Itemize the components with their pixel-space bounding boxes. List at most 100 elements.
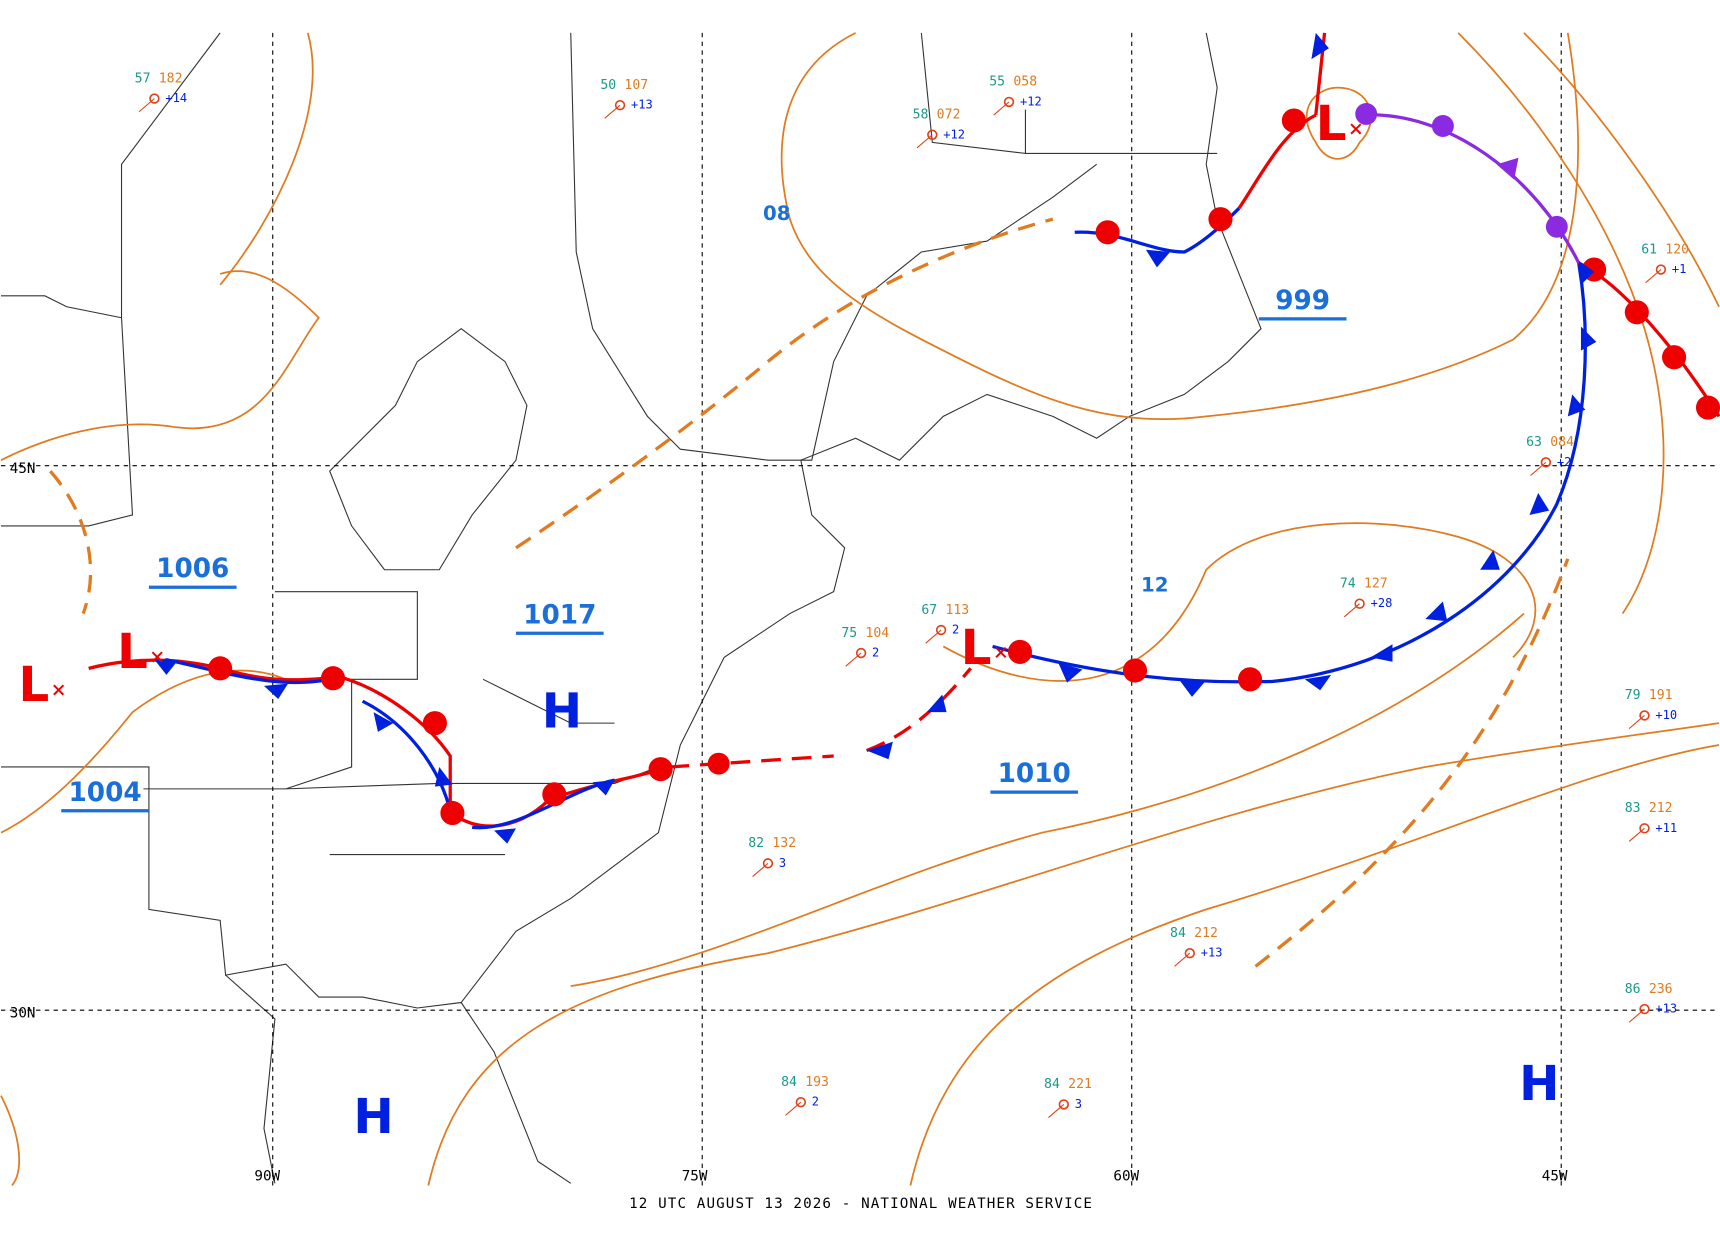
low-center: L [961,620,992,676]
borders [143,32,1218,856]
station-pressure: 236 [1649,982,1673,997]
station-pressure: 212 [1194,926,1218,941]
station-circle [935,624,947,636]
warm-front-symbols [208,108,1720,826]
station: 86 236 +13 [1625,982,1677,1023]
station-pressure: 193 [805,1075,829,1090]
station-pressure: 120 [1665,242,1689,257]
station-pressure: 182 [159,71,183,86]
station-tendency: 3 [1075,1097,1082,1111]
low-marker: × [150,642,165,670]
isobar [219,32,314,286]
low-center: L [117,624,148,680]
isobar [427,722,1720,1186]
wind-barb [1628,827,1645,842]
station-tendency: +28 [1371,596,1393,610]
wind-barb [604,104,621,119]
station-tendency: +2 [1557,455,1572,469]
station-pressure: 084 [1550,435,1574,450]
high-center: H [542,683,582,739]
isobar [780,32,1579,420]
station-tendency: +13 [631,98,653,112]
isobars [0,32,1720,1187]
low-marker: × [1349,114,1364,142]
low-marker: × [994,638,1009,666]
station: 61 120 +1 [1641,242,1689,284]
station-tendency: +14 [165,91,187,105]
station-temperature: 58 [913,108,929,123]
station-circle [795,1097,807,1108]
station-pressure: 113 [945,603,969,618]
station: 58 072 +12 [913,108,965,149]
isobar-label: 999 [1275,286,1330,316]
station-tendency: +1 [1672,262,1687,276]
station-temperature: 75 [841,626,857,641]
high-center: H [1519,1056,1559,1112]
station-pressure: 127 [1364,576,1388,591]
station-circle [1639,710,1650,721]
wind-barb [925,629,942,644]
wind-barb [1645,269,1662,284]
station-temperature: 79 [1625,688,1641,703]
station-pressure: 072 [937,108,961,123]
low-marker: × [51,675,66,703]
station: 84 193 2 [781,1075,829,1116]
station-pressure: 132 [772,836,796,851]
station-pressure: 221 [1068,1077,1092,1092]
station-tendency: +13 [1201,946,1223,960]
station-temperature: 82 [748,836,764,851]
station: 55 058 +12 [989,75,1042,116]
wind-barb [1530,461,1547,476]
longitude-label: 75W [682,1169,708,1185]
isobar [0,270,320,461]
low-center: L [19,657,50,713]
isobar [1523,32,1720,308]
station-temperature: 55 [989,75,1005,90]
station-tendency: +10 [1655,708,1677,722]
station-pressure: 104 [865,626,889,641]
station: 50 107 +13 [600,78,653,119]
station-tendency: 3 [779,856,786,870]
wind-barb [1174,952,1191,967]
dissipating-front [669,667,972,769]
isobar [0,669,287,834]
station-tendency: 2 [872,646,879,660]
footer-title: 12 UTC AUGUST 13 2026 - NATIONAL WEATHER… [629,1196,1093,1212]
station-tendency: +13 [1655,1002,1677,1016]
station-circle [1184,948,1195,959]
isobar-label: 1004 [69,778,142,808]
station-tendency: +11 [1655,821,1677,835]
station: 63 084 +2 [1526,435,1574,476]
low-center: L [1316,96,1347,152]
isobar [1457,32,1665,615]
station: 79 191 +10 [1625,688,1677,730]
cold-front [992,262,1587,684]
longitude-label: 45W [1542,1169,1568,1185]
trough [1254,558,1570,968]
station-circle [1639,823,1650,834]
trough [515,217,1054,550]
fronts [49,32,1720,968]
station-temperature: 84 [1170,926,1186,941]
trough [49,470,93,615]
wind-barb [845,652,862,667]
station-temperature: 67 [921,603,937,618]
wind-barb [138,98,155,113]
station-circle [1354,598,1365,609]
station: 75 104 2 [841,626,889,667]
station: 74 127 +28 [1340,576,1393,618]
station: 84 221 3 [1044,1077,1092,1118]
station-tendency: 2 [812,1095,819,1109]
isobar [570,612,1525,987]
station-circle [855,647,867,659]
isobar-label: 08 [763,202,790,225]
wind-barb [1343,603,1360,618]
station: 67 113 2 [921,603,969,644]
isobar-label: 1006 [156,554,229,584]
station-tendency: +12 [943,127,965,141]
station-temperature: 83 [1625,801,1641,816]
isobar [909,744,1720,1186]
station: 84 212 +13 [1170,926,1223,967]
station-pressure: 191 [1649,688,1673,703]
